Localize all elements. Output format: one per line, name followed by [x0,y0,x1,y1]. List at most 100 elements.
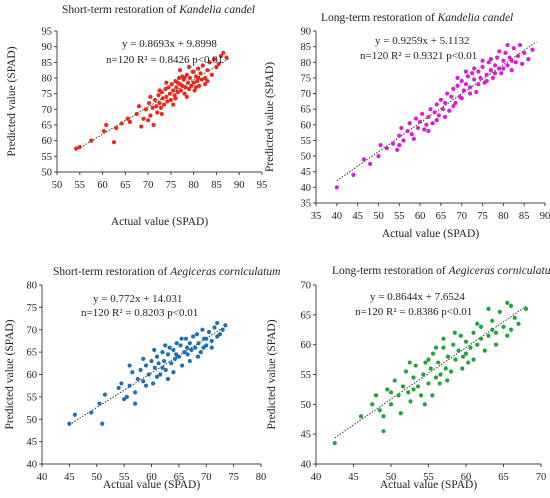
data-point [155,110,160,115]
data-point [530,47,535,52]
data-point [154,354,160,359]
data-point [195,354,201,359]
data-point [177,68,183,73]
data-point [474,89,479,95]
regression-stats: n=120 R² = 0.8426 p<0.01 [106,54,223,66]
data-point [497,49,502,54]
y-tick-label: 70 [42,105,53,116]
data-point [459,78,464,84]
data-point [125,116,130,121]
data-point [215,320,220,326]
data-point [453,357,458,362]
x-tick-label: 85 [211,180,222,191]
data-point [209,338,214,344]
chart-title-text: Short-term restoration of [53,266,170,278]
data-point [430,351,436,356]
data-point [522,50,527,55]
data-point [505,333,510,338]
data-point [515,53,521,59]
data-point [492,63,498,68]
data-point [127,119,132,124]
data-point [451,86,456,91]
data-point [154,104,159,109]
data-point [468,345,473,350]
data-point [459,96,464,101]
data-point [187,341,192,346]
scatter-panel-2: 35 40 45 50 55 60 65 70 75 80 85 90 35 40 45 50 55 60 65 70… [264,12,550,240]
data-point [171,102,176,107]
data-point [501,324,506,329]
y-tick-label: 95 [42,27,53,38]
data-point [192,88,197,93]
y-tick-label: 90 [301,27,312,38]
data-point [455,75,460,81]
y-tick-label: 80 [27,281,38,292]
data-point [171,347,176,352]
data-point [191,69,196,74]
y-tick-label: 70 [301,281,312,292]
data-point [409,132,414,137]
data-point [180,83,185,88]
data-point [512,315,517,320]
data-point [509,67,514,73]
data-point [196,341,201,346]
regression-stats: n=120 R² = 0.8203 p<0.01 [81,307,198,319]
data-point [143,363,149,368]
data-point [207,60,212,65]
data-point [405,128,410,134]
data-point [119,381,124,386]
data-point [373,393,379,398]
data-point [159,111,164,117]
data-point [434,102,439,107]
data-point [470,71,475,76]
y-tick-label: 50 [42,168,53,179]
data-point [187,86,192,92]
x-tick-label: 90 [540,211,550,222]
data-point [152,347,157,352]
data-point [141,116,146,121]
data-point [223,323,228,328]
y-tick-label: 55 [301,370,312,381]
y-tick-label: 55 [42,152,53,163]
y-tick-label: 50 [301,400,312,411]
data-point [509,58,514,63]
data-point [216,61,221,66]
data-point [141,379,146,384]
data-point [180,363,185,368]
chart-title-species: Kandelia candel [437,12,514,24]
data-point [174,341,179,346]
data-point [132,401,138,406]
data-point [434,118,439,123]
data-point [135,376,140,382]
y-tick-label: 75 [42,89,53,100]
data-point [401,138,406,143]
data-point [370,402,375,407]
data-point [430,121,435,126]
data-point [171,88,176,93]
data-point [157,88,162,93]
x-tick-label: 55 [75,180,86,191]
regression-equation: y = 0.8693x + 9.8998 [122,38,217,50]
data-point [151,122,156,128]
data-point [175,80,180,85]
y-tick-label: 85 [301,42,312,53]
x-tick-label: 60 [415,211,426,222]
data-point [72,412,77,417]
data-point [406,390,411,395]
data-point [508,327,514,332]
data-point [160,365,165,370]
data-point [501,66,506,71]
x-tick-label: 75 [228,472,239,483]
data-point [77,144,82,150]
data-point [442,100,448,106]
data-point [486,306,491,311]
data-point [358,414,364,419]
data-point [201,345,206,350]
x-tick-label: 55 [394,211,405,222]
data-point [141,356,146,361]
data-point [430,393,435,398]
data-point [102,392,108,397]
data-point [478,324,484,329]
data-point [486,60,491,65]
data-point [381,414,386,419]
